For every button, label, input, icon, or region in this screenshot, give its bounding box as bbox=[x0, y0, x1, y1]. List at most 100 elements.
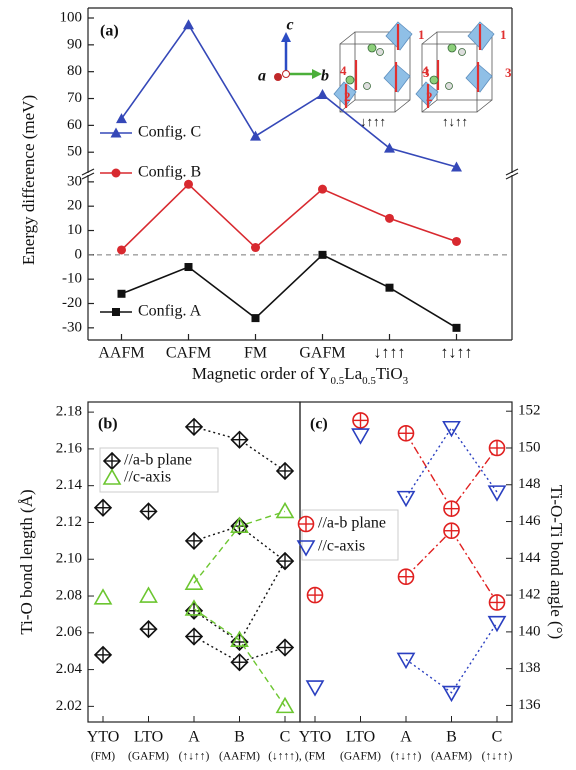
y-axis-label: Energy difference (meV) bbox=[19, 95, 38, 265]
data-point bbox=[275, 501, 295, 519]
marker bbox=[396, 652, 416, 670]
data-point bbox=[487, 615, 507, 633]
y-tick-label: 146 bbox=[518, 513, 541, 529]
series-line bbox=[405, 426, 498, 499]
marker bbox=[452, 323, 461, 332]
y-tick-label: -10 bbox=[62, 271, 82, 287]
marker bbox=[317, 89, 328, 99]
inset-order: ↑↓↑↑ bbox=[442, 114, 468, 129]
x-tick-label: FM bbox=[244, 345, 267, 362]
y-tick-label: 140 bbox=[518, 623, 541, 639]
marker bbox=[116, 113, 127, 124]
legend-label: //c-axis bbox=[124, 469, 171, 486]
marker bbox=[102, 468, 122, 485]
y-tick-label: 2.12 bbox=[56, 514, 82, 530]
x-tick-label: LTO bbox=[346, 729, 375, 746]
data-point bbox=[111, 168, 121, 178]
marker bbox=[396, 490, 416, 508]
data-point bbox=[452, 323, 461, 332]
x-tick-label: ↑↓↑↑ bbox=[441, 345, 473, 362]
y-tick-label: 10 bbox=[67, 222, 82, 238]
marker bbox=[184, 263, 193, 272]
data-point bbox=[117, 245, 126, 255]
x-tick-label: CAFM bbox=[166, 345, 211, 362]
y-tick-label: 2.02 bbox=[56, 698, 82, 714]
data-point bbox=[184, 531, 204, 550]
panel-label: (a) bbox=[100, 23, 119, 40]
marker bbox=[318, 184, 327, 194]
x-tick-sublabel: (GAFM) bbox=[340, 751, 381, 763]
legend-label: Config. B bbox=[138, 164, 201, 181]
marker bbox=[184, 573, 204, 590]
data-point bbox=[488, 594, 506, 611]
legend-label: Config. A bbox=[138, 303, 202, 320]
data-point bbox=[385, 213, 394, 223]
x-tick-sublabel: (↑↓↑↑) bbox=[482, 751, 513, 763]
y-tick-label: -20 bbox=[62, 295, 82, 311]
data-point bbox=[397, 568, 415, 586]
x-axis-label: Magnetic order of Y0.5La0.5TiO3 bbox=[192, 364, 409, 387]
x-tick-label: YTO bbox=[87, 729, 120, 746]
x-tick-sublabel: (AAFM) bbox=[431, 751, 472, 763]
y-tick-label: 2.06 bbox=[56, 624, 83, 640]
legend-label: Config. C bbox=[138, 124, 201, 141]
data-point bbox=[452, 236, 461, 246]
data-point bbox=[488, 439, 506, 457]
data-point bbox=[396, 490, 416, 508]
octahedra bbox=[333, 21, 495, 107]
y-tick-label: 2.10 bbox=[56, 551, 82, 567]
inset-order: ↓↑↑↑ bbox=[360, 114, 386, 129]
axis-origin bbox=[282, 70, 290, 78]
y-tick-label: 2.14 bbox=[56, 477, 83, 493]
marker bbox=[184, 179, 193, 189]
data-point bbox=[112, 308, 120, 316]
marker bbox=[487, 615, 507, 633]
data-point bbox=[183, 19, 194, 30]
spin-arrows bbox=[344, 24, 482, 108]
data-point bbox=[442, 685, 461, 703]
frame bbox=[299, 401, 513, 723]
inset-axes bbox=[274, 32, 322, 81]
marker bbox=[250, 130, 261, 141]
data-point bbox=[230, 516, 249, 533]
cube-edge bbox=[476, 99, 493, 113]
series-line bbox=[193, 510, 286, 584]
data-point bbox=[184, 599, 204, 616]
x-tick-sublabel: (FM bbox=[305, 751, 325, 763]
marker bbox=[452, 236, 461, 246]
y-tick-label: 20 bbox=[67, 198, 82, 214]
data-point bbox=[275, 551, 295, 571]
x-axis-label-part: 3 bbox=[403, 375, 409, 387]
data-point bbox=[487, 485, 507, 502]
data-point bbox=[230, 630, 249, 647]
data-point bbox=[250, 130, 261, 141]
y-tick-label: 70 bbox=[67, 90, 82, 106]
inset-site: 2 bbox=[344, 89, 351, 104]
data-point bbox=[297, 515, 315, 533]
data-point bbox=[110, 127, 122, 138]
axis-break bbox=[81, 172, 95, 180]
y-tick-label: 148 bbox=[518, 476, 541, 492]
x-axis-label-part: TiO bbox=[376, 364, 403, 383]
series-line bbox=[120, 183, 457, 251]
atom bbox=[429, 75, 439, 85]
axis-break bbox=[81, 168, 95, 176]
y-tick-label: 2.16 bbox=[56, 440, 83, 456]
inset-axis-label: b bbox=[321, 68, 329, 85]
inset-site: 1 bbox=[418, 27, 425, 42]
marker bbox=[296, 540, 316, 557]
data-point bbox=[184, 263, 193, 272]
x-tick-label: AAFM bbox=[98, 345, 144, 362]
data-point bbox=[139, 586, 158, 603]
marker bbox=[112, 308, 120, 316]
x-tick-sublabel: (↑↓↑↑) bbox=[391, 751, 422, 763]
inset-site: 3 bbox=[423, 65, 430, 80]
marker bbox=[251, 243, 260, 253]
y-axis-label: Ti-O-Ti bond angle (°) bbox=[547, 485, 566, 639]
y-tick-label: 50 bbox=[67, 144, 82, 160]
legend-box bbox=[301, 509, 399, 561]
data-point bbox=[184, 179, 193, 189]
data-point bbox=[230, 653, 249, 672]
x-tick-sublabel: (FM) bbox=[91, 751, 115, 763]
